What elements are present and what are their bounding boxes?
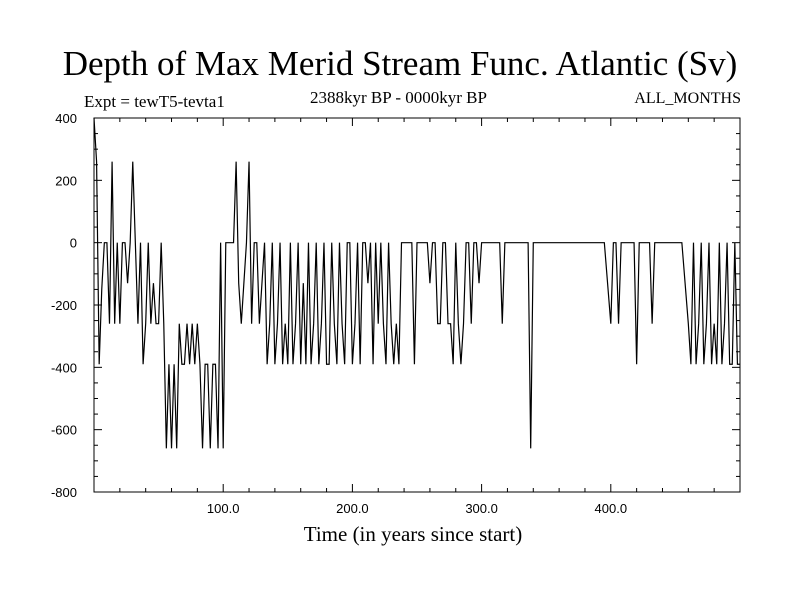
axis-ticks (94, 117, 740, 493)
x-tick-label: 300.0 (465, 501, 498, 516)
y-tick-label: -200 (51, 298, 77, 313)
y-tick-label: 0 (70, 236, 77, 251)
y-tick-label: -600 (51, 423, 77, 438)
x-axis-title: Time (in years since start) (304, 522, 523, 546)
experiment-label: Expt = tewT5-tevta1 (84, 92, 225, 111)
period-label: 2388kyr BP - 0000kyr BP (310, 88, 487, 107)
x-tick-label: 200.0 (336, 501, 369, 516)
y-tick-label: 400 (55, 111, 77, 126)
chart-title: Depth of Max Merid Stream Func. Atlantic… (62, 44, 738, 83)
x-tick-label: 100.0 (207, 501, 240, 516)
series-group (93, 117, 740, 449)
series-line (93, 117, 740, 449)
x-tick-label: 400.0 (595, 501, 628, 516)
months-label: ALL_MONTHS (634, 90, 741, 107)
y-tick-label: -800 (51, 485, 77, 500)
axis-tick-labels: 400 200 0 -200 -400 -600 -800 100.0 200.0 300.0 40… (51, 111, 627, 516)
plot-frame (93, 117, 741, 493)
y-tick-label: -400 (51, 360, 77, 375)
y-tick-label: 200 (55, 173, 77, 188)
